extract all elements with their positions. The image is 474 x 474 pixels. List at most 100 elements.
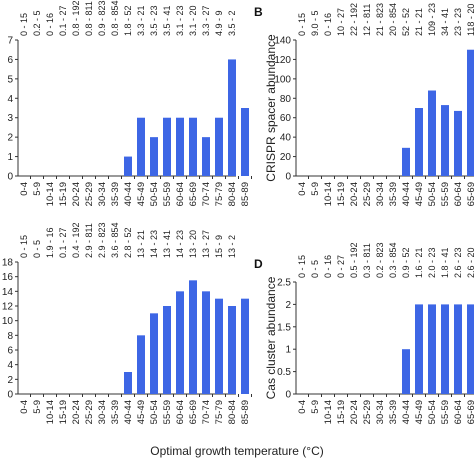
panel-d-category-label: 60-64 bbox=[453, 400, 464, 424]
panel-b-y-tick-label: 100 bbox=[274, 74, 291, 85]
panel-a-top-label: 0.8 - 854 bbox=[110, 0, 120, 36]
panel-c-top-label: 14 - 23 bbox=[149, 230, 159, 258]
panel-c-category-label: 15-19 bbox=[58, 400, 69, 424]
panel-a-category-label: 45-49 bbox=[136, 182, 147, 206]
panel-a-top-label: 0 - 16 bbox=[45, 13, 55, 36]
panel-d-category-label: 30-34 bbox=[375, 400, 386, 424]
panel-b-y-tick-label: 60 bbox=[280, 113, 292, 124]
panel-b-bar-55-59 bbox=[441, 105, 449, 176]
panel-d-top-label: 0 - 5 bbox=[310, 260, 320, 278]
panel-c-y-tick-label: 10 bbox=[2, 316, 14, 327]
panel-a-top-label: 0.9 - 823 bbox=[97, 0, 107, 36]
panel-b-top-label: 0 - 16 bbox=[323, 13, 333, 36]
panel-a-bar-40-44 bbox=[124, 156, 132, 176]
panel-b-top-label: 21 - 21 bbox=[414, 8, 424, 36]
panel-a-top-label: 0.1 - 27 bbox=[58, 5, 68, 36]
panel-a-category-label: 75-79 bbox=[214, 182, 225, 206]
panel-c-category-label: 85-89 bbox=[240, 400, 251, 424]
panel-c-y-tick-label: 12 bbox=[2, 302, 14, 313]
panel-d-category-label: 55-59 bbox=[440, 400, 451, 424]
panel-a-y-tick-label: 4 bbox=[7, 94, 13, 105]
panel-b-category-label: 10-14 bbox=[323, 182, 334, 206]
panel-a-top-label: 3.1 - 20 bbox=[188, 5, 198, 36]
panel-c-y-tick-label: 18 bbox=[2, 258, 14, 269]
panel-c-bar-40-44 bbox=[124, 372, 132, 394]
panel-c-top-label: 0 - 15 bbox=[19, 235, 29, 258]
panel-c-category-label: 40-44 bbox=[123, 400, 134, 424]
panel-c-bar-65-69 bbox=[189, 280, 197, 394]
panel-b-category-label: 20-24 bbox=[349, 182, 360, 206]
panel-d-category-label: 25-29 bbox=[362, 400, 373, 424]
panel-a-bar-75-79 bbox=[215, 117, 223, 176]
panel-b-category-label: 55-59 bbox=[440, 182, 451, 206]
panel-d-bar-45-49 bbox=[415, 304, 423, 394]
panel-b-category-label: 35-39 bbox=[388, 182, 399, 206]
panel-c-bar-70-74 bbox=[202, 291, 210, 394]
panel-b-top-label: 21 - 823 bbox=[375, 3, 385, 36]
panel-b-category-label: 60-64 bbox=[453, 182, 464, 206]
panel-a-top-label: 3.3 - 27 bbox=[201, 5, 211, 36]
panel-d-top-label: 0 - 27 bbox=[336, 255, 346, 278]
panel-b-bar-40-44 bbox=[402, 147, 410, 176]
panel-a-top-label: 3.1 - 23 bbox=[175, 5, 185, 36]
panel-a-category-label: 20-24 bbox=[71, 182, 82, 206]
panel-d-bar-60-64 bbox=[454, 304, 462, 394]
panel-c-y-tick-label: 2 bbox=[7, 375, 13, 386]
panel-c-category-label: 30-34 bbox=[97, 400, 108, 424]
panel-d-top-label: 0 - 15 bbox=[297, 255, 307, 278]
panel-d-top-label: 0.3 - 811 bbox=[362, 243, 372, 278]
panel-d-y-tick-label: 1.5 bbox=[277, 322, 291, 333]
panel-c-category-label: 55-59 bbox=[162, 400, 173, 424]
panel-b-top-label: 9.0 - 5 bbox=[310, 10, 320, 36]
shared-x-axis-label: Optimal growth temperature (°C) bbox=[150, 444, 324, 458]
panel-d-category-label: 45-49 bbox=[414, 400, 425, 424]
panel-c-category-label: 35-39 bbox=[110, 400, 121, 424]
panel-b-bar-65-69 bbox=[467, 49, 474, 176]
panel-a-bar-80-84 bbox=[228, 59, 236, 176]
panel-c-category-label: 5-9 bbox=[32, 400, 43, 414]
panel-a-top-label: 1.8 - 52 bbox=[123, 5, 133, 36]
panel-c-top-label: 1.9 - 16 bbox=[45, 227, 55, 258]
panel-b-bar-50-54 bbox=[428, 90, 436, 176]
panel-c-y-tick-label: 8 bbox=[7, 331, 13, 342]
panel-a-bar-60-64 bbox=[176, 117, 184, 176]
panel-a-top-label: 3.5 - 41 bbox=[162, 5, 172, 36]
panel-d-bar-65-69 bbox=[467, 304, 474, 394]
panel-d-category-label: 65-69 bbox=[466, 400, 474, 424]
panel-c-top-label: 13 - 41 bbox=[162, 230, 172, 258]
panel-a-top-label: 3.5 - 23 bbox=[149, 5, 159, 36]
panel-b-top-label: 23 - 23 bbox=[453, 8, 463, 36]
panel-d-category-label: 50-54 bbox=[427, 400, 438, 424]
panel-a-category-label: 30-34 bbox=[97, 182, 108, 206]
panel-a-top-label: 0 - 15 bbox=[19, 13, 29, 36]
panel-a-y-tick-label: 6 bbox=[7, 55, 13, 66]
panel-a-y-tick-label: 5 bbox=[7, 74, 13, 85]
panel-a-top-label: 0.8 - 811 bbox=[84, 1, 94, 36]
panel-a-y-tick-label: 7 bbox=[7, 36, 13, 47]
panel-b-top-label: 118 - 20 bbox=[466, 4, 474, 36]
panel-d-category-label: 10-14 bbox=[323, 400, 334, 424]
panel-a-category-label: 15-19 bbox=[58, 182, 69, 206]
panel-c-category-label: 0-4 bbox=[19, 400, 30, 414]
panel-c-category-label: 20-24 bbox=[71, 400, 82, 424]
panel-c-category-label: 45-49 bbox=[136, 400, 147, 424]
panel-b-category-label: 45-49 bbox=[414, 182, 425, 206]
panel-d-category-label: 35-39 bbox=[388, 400, 399, 424]
panel-b-y-tick-label: 40 bbox=[280, 133, 292, 144]
panel-b-top-label: 22 - 192 bbox=[349, 3, 359, 36]
panel-a-category-label: 10-14 bbox=[45, 182, 56, 206]
panel-b-category-label: 50-54 bbox=[427, 182, 438, 206]
panel-a-category-label: 60-64 bbox=[175, 182, 186, 206]
panel-a-y-tick-label: 3 bbox=[7, 113, 13, 124]
panel-a-top-label: 0.8 - 192 bbox=[71, 0, 81, 36]
panel-c-category-label: 60-64 bbox=[175, 400, 186, 424]
panel-b-y-tick-label: 120 bbox=[274, 55, 291, 66]
panel-a-bar-55-59 bbox=[163, 117, 171, 176]
panel-c-top-label: 14 - 23 bbox=[175, 230, 185, 258]
panel-b-bar-60-64 bbox=[454, 110, 462, 176]
panel-d-category-label: 0-4 bbox=[297, 400, 308, 414]
panel-d-top-label: 2.6 - 20 bbox=[466, 247, 474, 278]
panel-a-y-tick-label: 1 bbox=[7, 152, 13, 163]
panel-c-y-tick-label: 14 bbox=[2, 287, 14, 298]
panel-c-bar-80-84 bbox=[228, 306, 236, 394]
